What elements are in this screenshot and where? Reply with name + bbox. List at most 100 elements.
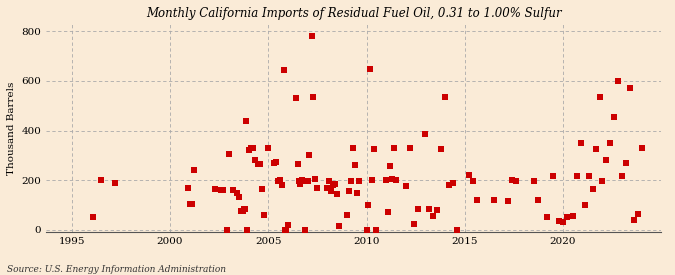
Point bbox=[249, 158, 260, 163]
Point bbox=[583, 174, 594, 178]
Point bbox=[322, 185, 333, 190]
Point bbox=[365, 66, 376, 71]
Point bbox=[428, 214, 439, 218]
Point bbox=[331, 192, 342, 196]
Point bbox=[432, 208, 443, 212]
Point bbox=[308, 95, 319, 99]
Point bbox=[439, 95, 450, 99]
Point bbox=[227, 188, 238, 192]
Point bbox=[601, 158, 612, 163]
Point bbox=[591, 147, 602, 151]
Point bbox=[572, 174, 583, 178]
Point bbox=[247, 146, 258, 150]
Point bbox=[324, 179, 335, 183]
Point bbox=[587, 187, 598, 191]
Point bbox=[96, 178, 107, 182]
Point bbox=[88, 215, 99, 219]
Point bbox=[279, 68, 290, 72]
Point bbox=[271, 159, 281, 164]
Point bbox=[236, 209, 246, 213]
Point bbox=[389, 146, 400, 150]
Point bbox=[188, 168, 199, 172]
Point bbox=[351, 190, 362, 195]
Point bbox=[448, 180, 458, 185]
Point bbox=[182, 185, 193, 190]
Point bbox=[277, 183, 288, 187]
Point bbox=[420, 132, 431, 136]
Point bbox=[408, 221, 419, 226]
Point bbox=[273, 179, 284, 183]
Point bbox=[344, 189, 354, 194]
Point bbox=[329, 182, 340, 186]
Point bbox=[238, 207, 249, 211]
Point bbox=[299, 227, 310, 232]
Point bbox=[506, 178, 517, 182]
Point bbox=[255, 162, 266, 166]
Point bbox=[186, 202, 197, 206]
Point bbox=[369, 147, 380, 151]
Point bbox=[562, 215, 572, 219]
Point bbox=[245, 146, 256, 150]
Point bbox=[310, 177, 321, 181]
Point bbox=[292, 162, 303, 166]
Point bbox=[290, 96, 301, 100]
Point bbox=[342, 213, 352, 217]
Point bbox=[632, 211, 643, 216]
Point bbox=[240, 207, 250, 211]
Point bbox=[240, 119, 251, 123]
Point bbox=[383, 210, 394, 214]
Point bbox=[328, 183, 339, 187]
Point bbox=[259, 213, 270, 217]
Point bbox=[333, 224, 344, 228]
Point bbox=[283, 222, 294, 227]
Point bbox=[221, 227, 232, 232]
Point bbox=[257, 187, 268, 191]
Point bbox=[184, 202, 195, 206]
Point bbox=[302, 179, 313, 183]
Point bbox=[218, 188, 229, 192]
Point bbox=[489, 198, 500, 202]
Point bbox=[385, 164, 396, 169]
Point bbox=[253, 162, 264, 166]
Point bbox=[234, 195, 244, 200]
Point bbox=[532, 198, 543, 202]
Point bbox=[436, 147, 447, 151]
Point bbox=[241, 227, 252, 232]
Point bbox=[312, 185, 323, 190]
Point bbox=[467, 179, 478, 183]
Point bbox=[510, 179, 521, 183]
Point bbox=[326, 189, 337, 194]
Point bbox=[216, 188, 227, 192]
Point bbox=[346, 179, 356, 183]
Point bbox=[443, 183, 454, 187]
Point bbox=[232, 190, 242, 195]
Point bbox=[294, 179, 304, 183]
Point bbox=[387, 177, 398, 181]
Point bbox=[306, 34, 317, 39]
Point bbox=[362, 203, 373, 207]
Point bbox=[597, 179, 608, 183]
Point bbox=[243, 148, 254, 153]
Point bbox=[269, 161, 279, 165]
Point bbox=[281, 227, 292, 232]
Title: Monthly California Imports of Residual Fuel Oil, 0.31 to 1.00% Sulfur: Monthly California Imports of Residual F… bbox=[146, 7, 562, 20]
Point bbox=[624, 86, 635, 90]
Point bbox=[542, 215, 553, 219]
Point bbox=[471, 198, 482, 202]
Point bbox=[613, 79, 624, 83]
Point bbox=[294, 182, 305, 186]
Point bbox=[595, 95, 605, 99]
Text: Source: U.S. Energy Information Administration: Source: U.S. Energy Information Administ… bbox=[7, 265, 225, 274]
Point bbox=[503, 199, 514, 204]
Point bbox=[109, 180, 120, 185]
Point bbox=[548, 174, 559, 178]
Point bbox=[404, 146, 415, 150]
Point bbox=[361, 227, 372, 232]
Point bbox=[391, 178, 402, 182]
Point bbox=[367, 178, 378, 182]
Point bbox=[609, 115, 620, 119]
Point bbox=[223, 152, 234, 156]
Point bbox=[463, 173, 474, 177]
Point bbox=[637, 146, 647, 150]
Point bbox=[238, 209, 248, 213]
